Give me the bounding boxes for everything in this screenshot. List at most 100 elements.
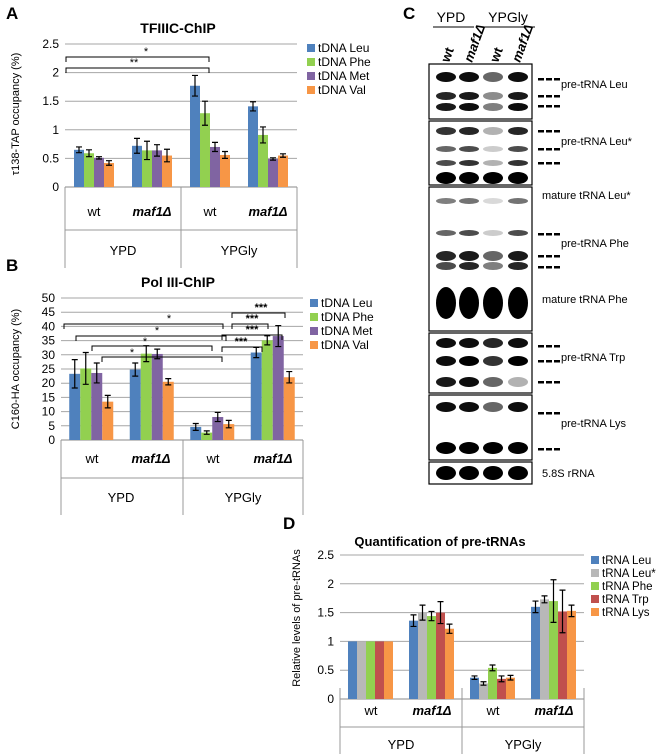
chart-a-bar — [210, 146, 220, 187]
panel-letter-b: B — [6, 256, 18, 275]
blot-band — [436, 160, 456, 166]
band-marker — [546, 448, 552, 451]
chart-d-bar — [488, 667, 497, 699]
band-marker — [538, 381, 544, 384]
chart-a-cat-4: maf1Δ — [248, 204, 287, 219]
chart-a-ytick: 0 — [52, 180, 59, 194]
chart-b-legend-label: tDNA Leu — [321, 296, 372, 310]
lane-label-1: wt — [437, 45, 457, 65]
chart-d-bar — [558, 611, 567, 699]
blot-group-ypd: YPD — [437, 9, 466, 25]
chart-a-bar — [190, 85, 200, 187]
chart-b-errorbar — [82, 351, 89, 385]
chart-a-errorbar — [280, 153, 286, 158]
lane-label-3: wt — [486, 45, 506, 65]
blot-band — [436, 72, 456, 82]
chart-d-cat-4: maf1Δ — [534, 703, 573, 718]
chart-d-errorbar — [428, 610, 435, 622]
blot-band — [436, 103, 456, 111]
blot-band — [459, 172, 479, 184]
chart-a-errorbar — [86, 149, 92, 158]
band-marker — [546, 130, 552, 133]
chart-d-ytick: 0 — [327, 692, 334, 706]
band-marker — [546, 360, 552, 363]
chart-b-errorbar — [286, 370, 293, 384]
chart-b-legend-swatch — [310, 327, 318, 335]
blot-band — [483, 251, 503, 261]
chart-d-legend-swatch — [591, 608, 599, 616]
chart-b-ytick: 10 — [42, 405, 56, 419]
blot-band — [483, 172, 503, 184]
chart-b: Pol III-ChIP C160-HA occupancy (%) 05101… — [10, 274, 374, 515]
chart-a-legend-label: tDNA Leu — [318, 41, 369, 55]
chart-a-bar — [268, 158, 278, 187]
chart-b-bar — [102, 401, 114, 440]
chart-b-bar — [283, 377, 295, 440]
chart-a-bar — [220, 154, 230, 187]
chart-d-errorbar — [541, 595, 548, 604]
blot-band — [459, 262, 479, 270]
chart-d-errorbar — [507, 674, 514, 681]
chart-a: TFIIIC-ChIP τ138-TAP occupancy (%) 0 0.5 1… — [10, 20, 371, 268]
chart-a-bar — [278, 155, 288, 187]
chart-a-legend-swatch — [307, 86, 315, 94]
blot-band — [436, 466, 456, 480]
blot-band — [459, 103, 479, 111]
blot-band — [459, 72, 479, 82]
chart-d-errorbar — [489, 664, 496, 672]
blot-band — [459, 402, 479, 412]
band-label-pre-leu-star: pre-tRNA Leu* — [561, 136, 633, 148]
chart-d-legend-swatch — [591, 582, 599, 590]
chart-a-legend-label: tDNA Met — [318, 69, 370, 83]
chart-b-legend-swatch — [310, 299, 318, 307]
blot-band — [508, 402, 528, 412]
chart-d-bar — [445, 628, 454, 699]
blot-band — [459, 146, 479, 152]
chart-b-cat-4: maf1Δ — [253, 451, 292, 466]
blot-band — [508, 92, 528, 100]
chart-a-errorbar — [76, 146, 82, 154]
blot-band — [483, 72, 503, 82]
chart-a-legend-label: tDNA Phe — [318, 55, 371, 69]
band-marker — [538, 412, 544, 415]
chart-d-group-1: YPD — [388, 737, 415, 752]
blot-band — [508, 72, 528, 82]
chart-b-ytick: 20 — [42, 376, 56, 390]
blot-band — [436, 251, 456, 261]
chart-d-errorbar — [559, 589, 566, 634]
band-marker — [554, 105, 560, 108]
band-marker — [546, 266, 552, 269]
blot-band — [483, 146, 503, 152]
chart-a-errorbar — [144, 140, 150, 161]
blot-band — [436, 287, 456, 319]
band-label-pre-lys: pre-tRNA Lys — [561, 418, 627, 430]
band-marker — [538, 360, 544, 363]
blot-band — [459, 377, 479, 387]
band-label-mature-phe: mature tRNA Phe — [542, 294, 628, 306]
chart-d-bar — [506, 677, 515, 699]
band-marker — [554, 95, 560, 98]
chart-d-bar — [418, 612, 427, 699]
chart-a-errorbar — [154, 144, 160, 157]
chart-a-cat-2: maf1Δ — [132, 204, 171, 219]
chart-b-ytick: 15 — [42, 390, 56, 404]
chart-d-ytick: 2 — [327, 577, 334, 591]
band-marker — [546, 162, 552, 165]
band-marker — [538, 78, 544, 81]
chart-b-bar — [190, 426, 202, 440]
band-marker — [554, 148, 560, 151]
chart-b-legend-label: tDNA Met — [321, 324, 373, 338]
blot-band — [483, 160, 503, 166]
band-marker — [538, 345, 544, 348]
band-marker — [546, 78, 552, 81]
chart-b-sig-2: * — [155, 325, 160, 337]
chart-d-errorbar — [437, 601, 444, 625]
blot-band — [508, 262, 528, 270]
chart-d-cat-3: wt — [486, 703, 500, 718]
chart-b-cat-3: wt — [206, 451, 220, 466]
blot-band — [459, 338, 479, 348]
chart-b-bar — [140, 353, 152, 440]
chart-b-legend-label: tDNA Phe — [321, 310, 374, 324]
chart-a-legend-label: tDNA Val — [318, 83, 366, 97]
blot-band — [483, 356, 503, 366]
